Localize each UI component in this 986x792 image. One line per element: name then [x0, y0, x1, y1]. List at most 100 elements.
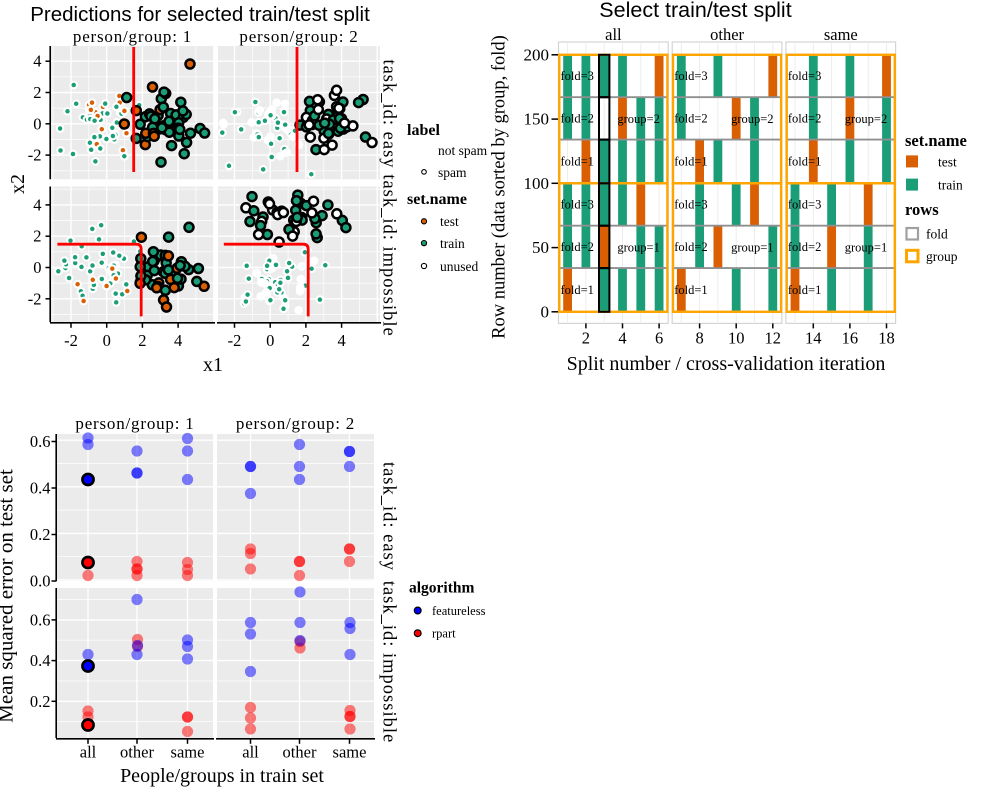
svg-text:0.4: 0.4 [30, 651, 51, 670]
svg-text:0: 0 [103, 331, 111, 350]
svg-text:12: 12 [765, 329, 782, 348]
svg-text:16: 16 [842, 329, 859, 348]
svg-text:0: 0 [541, 302, 550, 321]
svg-text:fold=2: fold=2 [674, 240, 707, 254]
svg-text:0.2: 0.2 [30, 525, 51, 544]
svg-text:set.name: set.name [905, 131, 967, 150]
svg-text:18: 18 [878, 329, 895, 348]
svg-text:2: 2 [138, 331, 146, 350]
svg-text:group=1: group=1 [731, 241, 773, 255]
svg-text:6: 6 [655, 329, 663, 348]
svg-text:fold=3: fold=3 [674, 198, 707, 212]
svg-text:featureless: featureless [432, 604, 486, 618]
svg-text:group=1: group=1 [617, 241, 659, 255]
svg-text:fold=3: fold=3 [788, 198, 821, 212]
svg-text:fold=1: fold=1 [788, 283, 821, 297]
svg-text:50: 50 [532, 238, 549, 257]
svg-text:-2: -2 [228, 331, 242, 350]
svg-text:all: all [242, 743, 259, 762]
svg-text:fold=1: fold=1 [674, 155, 707, 169]
svg-text:2: 2 [33, 227, 41, 246]
svg-text:0: 0 [266, 331, 274, 350]
svg-text:8: 8 [695, 329, 703, 348]
svg-text:task_id: impossible: task_id: impossible [379, 174, 399, 336]
svg-text:group: group [926, 249, 958, 264]
svg-text:2: 2 [302, 331, 310, 350]
svg-text:fold=2: fold=2 [561, 111, 594, 125]
svg-text:-2: -2 [28, 146, 42, 165]
svg-text:test: test [440, 214, 459, 229]
svg-text:fold=3: fold=3 [674, 69, 707, 83]
svg-text:same: same [171, 743, 205, 762]
svg-text:same: same [824, 25, 858, 44]
svg-text:algorithm: algorithm [409, 580, 475, 597]
svg-text:fold=2: fold=2 [788, 240, 821, 254]
svg-text:14: 14 [805, 329, 822, 348]
svg-text:-2: -2 [64, 331, 78, 350]
svg-text:x2: x2 [7, 174, 29, 194]
svg-text:4: 4 [33, 52, 41, 71]
svg-text:task_id: impossible: task_id: impossible [379, 581, 399, 743]
svg-text:4: 4 [337, 331, 345, 350]
svg-text:Row number (data sorted by gro: Row number (data sorted by group, fold) [490, 35, 510, 339]
svg-text:0.6: 0.6 [30, 432, 51, 451]
svg-text:rpart: rpart [432, 627, 456, 641]
svg-text:2: 2 [582, 329, 590, 348]
svg-text:fold=2: fold=2 [561, 240, 594, 254]
svg-text:fold=3: fold=3 [788, 69, 821, 83]
svg-text:0.4: 0.4 [30, 479, 51, 498]
svg-text:fold=3: fold=3 [561, 198, 594, 212]
svg-text:fold=1: fold=1 [788, 155, 821, 169]
svg-text:0: 0 [33, 114, 41, 133]
svg-text:200: 200 [524, 45, 550, 64]
svg-text:other: other [120, 743, 154, 762]
svg-text:test: test [938, 155, 957, 170]
svg-text:fold=1: fold=1 [561, 283, 594, 297]
svg-text:rows: rows [905, 200, 939, 219]
svg-text:same: same [333, 743, 367, 762]
svg-text:not spam: not spam [438, 143, 488, 158]
svg-text:person/group: 1: person/group: 1 [73, 27, 192, 46]
svg-text:group=2: group=2 [731, 112, 773, 126]
svg-text:Predictions for selected train: Predictions for selected train/test spli… [30, 3, 370, 26]
svg-text:group=2: group=2 [845, 112, 887, 126]
svg-text:Select train/test split: Select train/test split [599, 0, 791, 22]
svg-text:unused: unused [440, 259, 478, 274]
svg-text:4: 4 [174, 331, 182, 350]
svg-text:4: 4 [33, 195, 41, 214]
svg-text:Mean squared error on test set: Mean squared error on test set [0, 469, 18, 723]
svg-text:person/group: 2: person/group: 2 [239, 27, 358, 46]
svg-text:train: train [440, 236, 465, 251]
svg-text:other: other [283, 743, 317, 762]
svg-text:set.name: set.name [407, 191, 467, 208]
svg-text:spam: spam [438, 165, 467, 180]
svg-text:other: other [710, 25, 744, 44]
svg-text:label: label [407, 122, 440, 139]
svg-text:People/groups in train set: People/groups in train set [120, 765, 324, 787]
svg-text:0: 0 [33, 258, 41, 277]
svg-text:x1: x1 [203, 354, 223, 376]
svg-text:150: 150 [524, 110, 550, 129]
svg-text:task_id: easy: task_id: easy [379, 59, 399, 168]
svg-text:10: 10 [728, 329, 745, 348]
svg-text:0.0: 0.0 [30, 572, 51, 591]
svg-text:group=2: group=2 [617, 112, 659, 126]
svg-text:all: all [605, 25, 622, 44]
svg-text:Split number / cross-validatio: Split number / cross-validation iteratio… [567, 353, 886, 375]
svg-text:person/group: 2: person/group: 2 [236, 414, 355, 433]
svg-text:0.6: 0.6 [30, 610, 51, 629]
svg-text:2: 2 [33, 83, 41, 102]
svg-text:fold: fold [926, 227, 948, 242]
svg-text:task_id: easy: task_id: easy [379, 462, 399, 571]
svg-text:all: all [80, 743, 97, 762]
svg-text:fold=2: fold=2 [788, 111, 821, 125]
svg-text:fold=3: fold=3 [561, 69, 594, 83]
svg-text:-2: -2 [28, 289, 42, 308]
svg-text:train: train [938, 178, 963, 193]
svg-text:fold=1: fold=1 [561, 155, 594, 169]
svg-text:0.2: 0.2 [30, 692, 51, 711]
svg-text:100: 100 [524, 174, 550, 193]
svg-text:fold=1: fold=1 [674, 283, 707, 297]
svg-text:4: 4 [618, 329, 626, 348]
svg-text:fold=2: fold=2 [674, 111, 707, 125]
